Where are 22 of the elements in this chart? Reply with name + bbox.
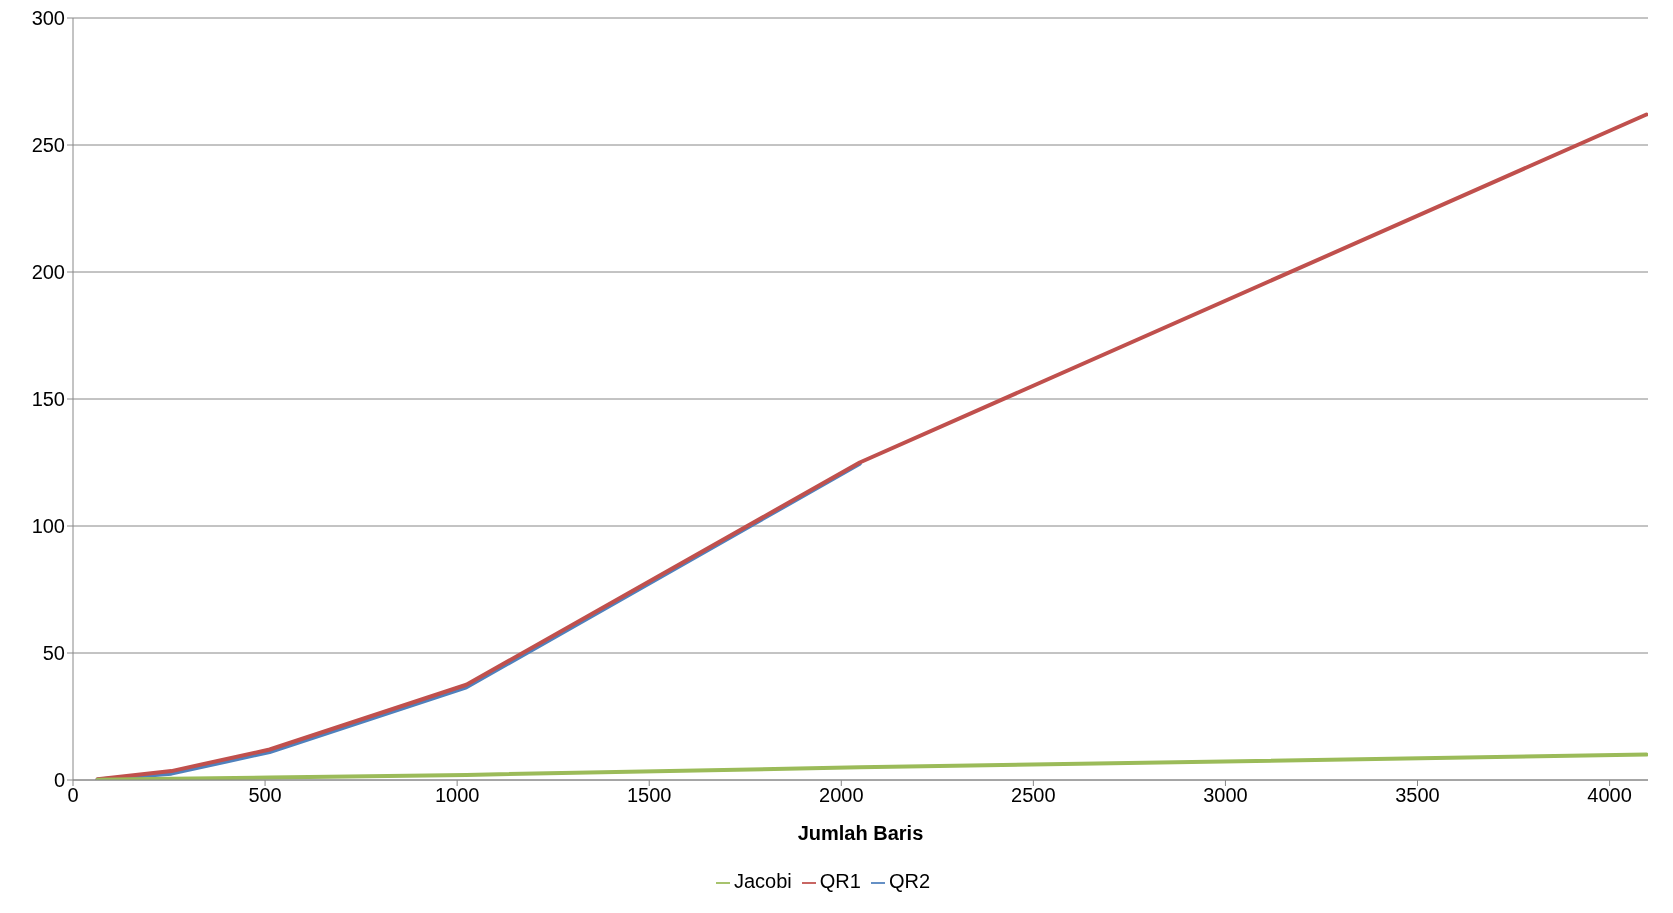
x-tick-label: 1000 [434, 784, 480, 807]
legend-label: Jacobi [733, 870, 792, 892]
legend-label: QR1 [819, 870, 861, 892]
x-tick-label: 2000 [819, 784, 864, 807]
x-tick-label: 0 [67, 784, 79, 807]
x-tick-label: 4000 [1587, 784, 1632, 807]
y-tick-label: 150 [31, 388, 65, 411]
x-axis-title: Jumlah Baris [797, 822, 924, 844]
y-tick-label: 250 [31, 134, 65, 157]
y-tick-label: 100 [31, 515, 65, 538]
legend-label: QR2 [888, 870, 931, 892]
x-tick-label: 2500 [1011, 784, 1056, 807]
y-tick-label: 0 [53, 769, 65, 792]
x-tick-label: 500 [248, 784, 282, 807]
y-tick-label: 300 [31, 7, 65, 30]
x-tick-label: 3500 [1395, 784, 1440, 807]
line-series [95, 752, 1648, 780]
y-tick-label: 50 [42, 642, 65, 665]
y-tick-label: 200 [31, 261, 65, 284]
x-tick-label: 1500 [626, 784, 672, 807]
line-series [95, 112, 1648, 780]
x-tick-label: 3000 [1203, 784, 1248, 807]
